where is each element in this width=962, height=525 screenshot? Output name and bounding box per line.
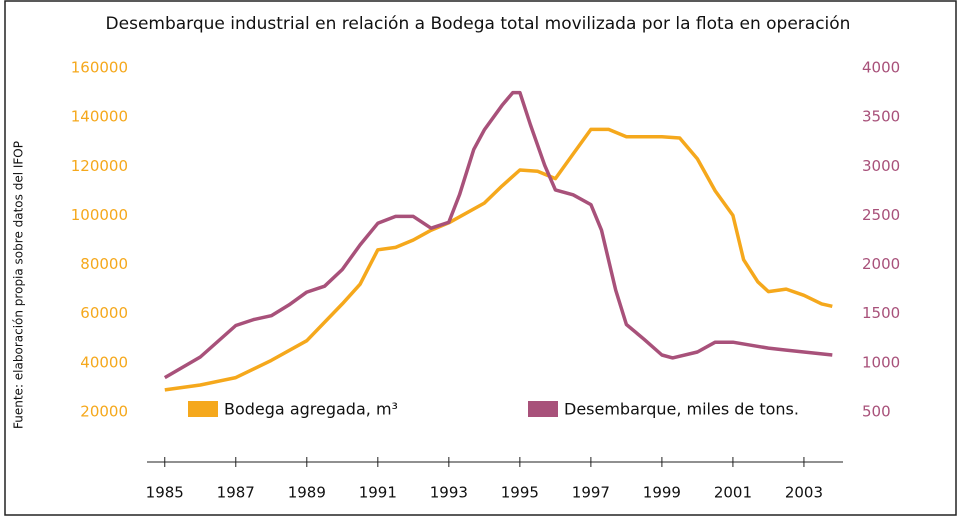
y2-tick-label: 2500 <box>862 206 900 224</box>
y-tick-label: 100000 <box>71 206 128 224</box>
y2-tick-label: 4000 <box>862 59 900 77</box>
y-tick-label: 160000 <box>71 59 128 77</box>
chart-subtitle: Desembarque industrial en relación a Bod… <box>106 14 851 34</box>
series-line <box>163 90 833 380</box>
legend-label: Bodega agregada, m³ <box>224 400 398 419</box>
y2-tick-label: 1000 <box>862 353 900 371</box>
y-tick-label: 20000 <box>80 403 128 421</box>
y2-tick-label: 3500 <box>862 108 900 126</box>
y-tick-label: 140000 <box>71 108 128 126</box>
legend-label: Desembarque, miles de tons. <box>564 400 799 419</box>
y-tick-label: 80000 <box>80 255 128 273</box>
series-line <box>164 127 833 392</box>
y-axis-label: Fuente: elaboración propia sobre datos d… <box>12 141 26 429</box>
y-tick-label: 40000 <box>80 353 128 371</box>
y2-tick-label: 500 <box>862 403 891 421</box>
x-tick-label: 1999 <box>643 484 681 502</box>
y2-tick-label: 2000 <box>862 255 900 273</box>
y-tick-label: 60000 <box>80 304 128 322</box>
y2-tick-label: 1500 <box>862 304 900 322</box>
x-tick-label: 1995 <box>501 484 539 502</box>
frame <box>4 0 957 516</box>
y-tick-label: 120000 <box>71 157 128 175</box>
x-tick-label: 1985 <box>146 484 184 502</box>
x-tick-label: 1989 <box>288 484 326 502</box>
legend-swatch <box>188 401 218 417</box>
x-tick-label: 1993 <box>430 484 468 502</box>
x-tick-label: 2003 <box>785 484 823 502</box>
legend-swatch <box>528 401 558 417</box>
x-tick-label: 2001 <box>714 484 752 502</box>
x-tick-label: 1991 <box>359 484 397 502</box>
y2-tick-label: 3000 <box>862 157 900 175</box>
x-tick-label: 1987 <box>217 484 255 502</box>
x-tick-label: 1997 <box>572 484 610 502</box>
